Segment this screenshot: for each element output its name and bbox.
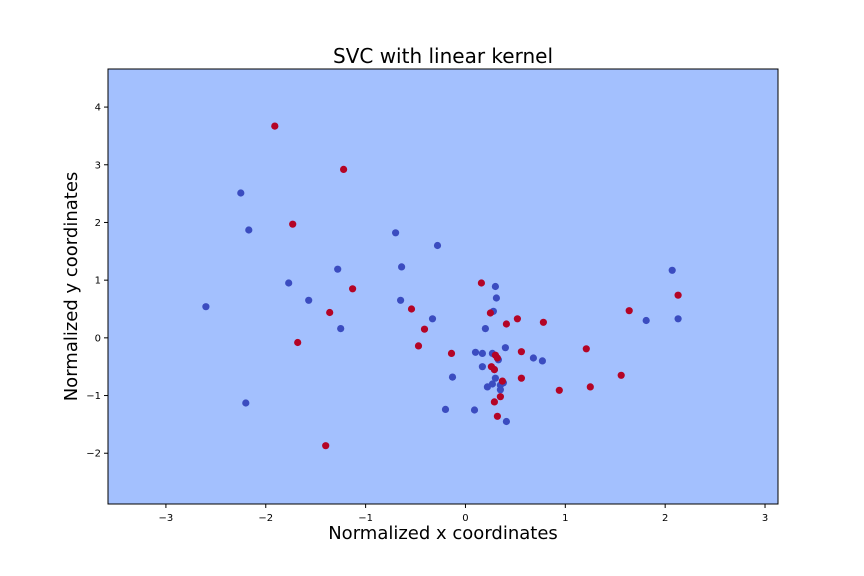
data-point-series-2: [582, 345, 590, 353]
data-point-series-1: [237, 189, 245, 197]
data-point-series-1: [502, 417, 510, 426]
data-point-series-2: [407, 305, 416, 313]
data-point-series-1: [674, 315, 682, 323]
data-point-series-1: [642, 316, 650, 325]
data-point-series-2: [289, 220, 297, 228]
data-point-series-2: [294, 338, 302, 347]
y-axis-ticks: −2 −1 0 1 2 3 4: [86, 103, 108, 460]
data-point-series-1: [478, 363, 486, 371]
data-point-series-2: [517, 374, 526, 382]
y-tick-label: 3: [95, 160, 101, 171]
decision-region: [108, 69, 778, 504]
data-point-series-1: [538, 357, 547, 365]
data-point-series-1: [492, 294, 500, 302]
plot-frame: [107, 68, 779, 505]
data-point-series-1: [285, 279, 293, 287]
data-point-series-2: [477, 279, 485, 287]
data-point-series-1: [242, 399, 250, 407]
data-point-series-1: [392, 229, 400, 237]
x-tick-label: −3: [159, 513, 174, 524]
data-point-series-1: [433, 241, 442, 250]
data-point-series-2: [490, 398, 498, 406]
data-point-series-1: [202, 303, 210, 311]
y-tick-label: −2: [86, 449, 101, 460]
data-point-series-1: [488, 380, 496, 388]
y-axis-label: Normalized y coordinates: [61, 172, 82, 402]
data-point-series-1: [478, 349, 486, 357]
data-point-series-2: [322, 442, 330, 450]
scatter-points: [202, 122, 682, 450]
data-point-series-2: [490, 366, 498, 374]
data-point-series-2: [539, 318, 548, 326]
data-point-series-1: [397, 296, 405, 304]
x-axis-label: Normalized x coordinates: [328, 523, 558, 544]
data-point-series-1: [481, 325, 489, 333]
data-point-series-2: [517, 348, 526, 356]
x-tick-label: 3: [762, 513, 768, 524]
data-point-series-1: [501, 344, 509, 352]
x-tick-label: −2: [258, 513, 273, 524]
data-point-series-2: [496, 393, 504, 401]
data-point-series-1: [496, 386, 504, 394]
x-tick-label: 2: [662, 513, 668, 524]
data-point-series-2: [340, 165, 348, 173]
data-point-series-2: [486, 309, 494, 317]
x-tick-label: −1: [358, 513, 373, 524]
data-point-series-1: [305, 296, 313, 304]
data-point-series-1: [428, 315, 437, 323]
data-point-series-1: [471, 348, 480, 356]
data-point-series-2: [555, 386, 563, 394]
chart-title: SVC with linear kernel: [333, 44, 553, 68]
y-tick-label: 4: [95, 103, 101, 114]
data-point-series-2: [513, 315, 522, 323]
data-point-series-1: [491, 282, 499, 291]
data-point-series-2: [625, 307, 633, 315]
data-point-series-1: [448, 373, 457, 381]
y-tick-label: 2: [95, 218, 101, 229]
data-point-series-1: [398, 263, 406, 271]
data-point-series-2: [349, 285, 357, 293]
data-point-series-2: [420, 325, 429, 333]
data-point-series-2: [414, 342, 423, 350]
data-point-series-2: [271, 122, 279, 130]
data-point-series-1: [491, 374, 499, 382]
data-point-series-1: [529, 354, 538, 362]
data-point-series-2: [326, 308, 334, 317]
data-point-series-2: [493, 412, 501, 420]
y-tick-label: 1: [95, 276, 101, 287]
data-point-series-1: [337, 325, 345, 333]
data-point-series-2: [502, 320, 510, 328]
y-tick-label: −1: [86, 391, 101, 402]
data-point-series-2: [674, 291, 682, 299]
data-point-series-1: [245, 226, 253, 234]
data-point-series-2: [493, 354, 501, 362]
x-tick-label: 1: [562, 513, 568, 524]
x-axis-ticks: −3 −2 −1 0 1 2 3: [159, 504, 768, 524]
data-point-series-2: [617, 371, 625, 379]
data-point-series-2: [498, 377, 506, 385]
data-point-series-2: [447, 349, 456, 357]
data-point-series-1: [441, 405, 450, 413]
y-tick-label: 0: [95, 333, 101, 344]
data-point-series-2: [586, 383, 594, 391]
data-point-series-1: [668, 266, 676, 274]
x-tick-label: 0: [462, 513, 468, 524]
data-point-series-1: [334, 265, 342, 273]
data-point-series-1: [470, 406, 479, 414]
